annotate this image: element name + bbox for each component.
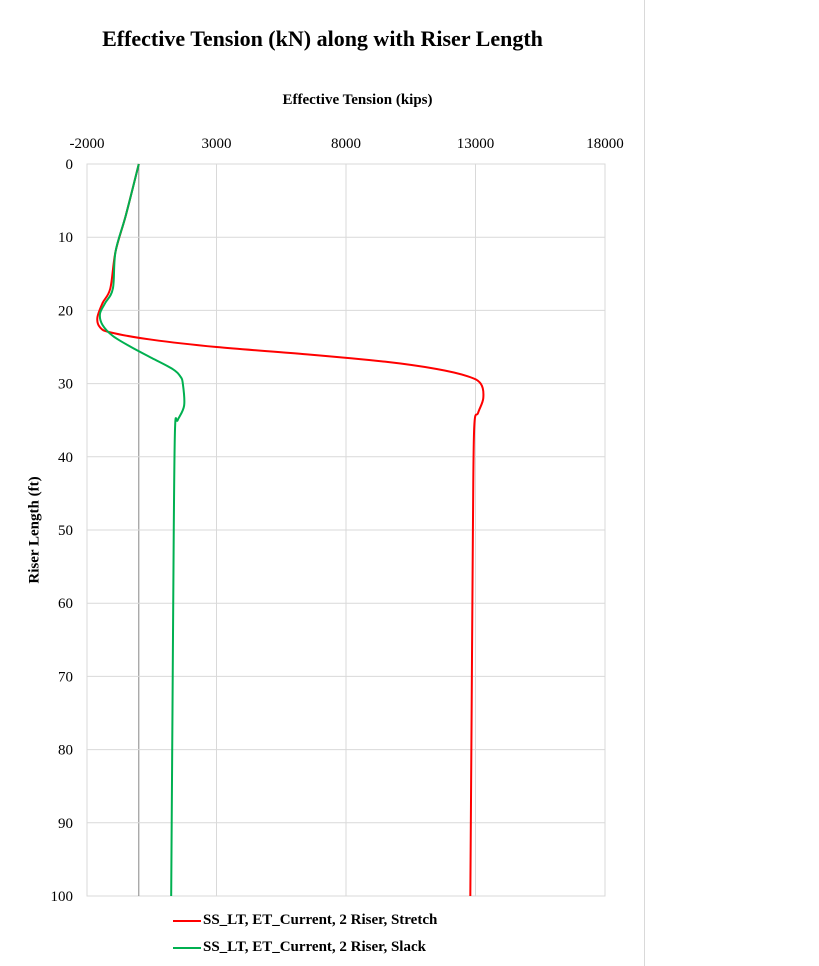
- plot-svg: -2000 3000 8000 13000 18000 0 10 20 30 40 50 60 70 8…: [51, 136, 624, 905]
- x-tick-label: 18000: [586, 136, 624, 152]
- x-tick-label: 3000: [202, 136, 232, 152]
- y-tick-label: 100: [51, 889, 74, 905]
- legend-item: SS_LT, ET_Current, 2 Riser, Slack: [173, 934, 437, 961]
- y-tick-label: 60: [58, 596, 73, 612]
- legend-swatch-slack: [173, 946, 201, 949]
- x-tick-label: 13000: [457, 136, 495, 152]
- y-tick-label: 90: [58, 816, 73, 832]
- legend-swatch-stretch: [173, 919, 201, 922]
- y-tick-label: 0: [66, 157, 74, 173]
- y-tick-label: 10: [58, 230, 73, 246]
- y-tick-label: 80: [58, 743, 73, 759]
- x-tick-label: -2000: [70, 136, 105, 152]
- x-axis-label: Effective Tension (kips): [282, 92, 433, 108]
- y-tick-label: 70: [58, 669, 73, 685]
- y-tick-label: 50: [58, 523, 73, 539]
- legend-label-stretch: SS_LT, ET_Current, 2 Riser, Stretch: [203, 912, 438, 928]
- y-tick-label: 20: [58, 303, 73, 319]
- legend-item: SS_LT, ET_Current, 2 Riser, Stretch: [173, 907, 437, 934]
- chart-area: Effective Tension (kN) along with Riser …: [26, 0, 645, 966]
- legend: SS_LT, ET_Current, 2 Riser, Stretch SS_L…: [173, 907, 437, 961]
- y-tick-label: 30: [58, 377, 73, 393]
- legend-label-slack: SS_LT, ET_Current, 2 Riser, Slack: [203, 939, 426, 955]
- series-line-0: [96, 163, 485, 897]
- chart-title: Effective Tension (kN) along with Riser …: [102, 26, 543, 51]
- x-tick-label: 8000: [331, 136, 361, 152]
- series-line-1: [98, 163, 186, 897]
- y-tick-label: 40: [58, 450, 73, 466]
